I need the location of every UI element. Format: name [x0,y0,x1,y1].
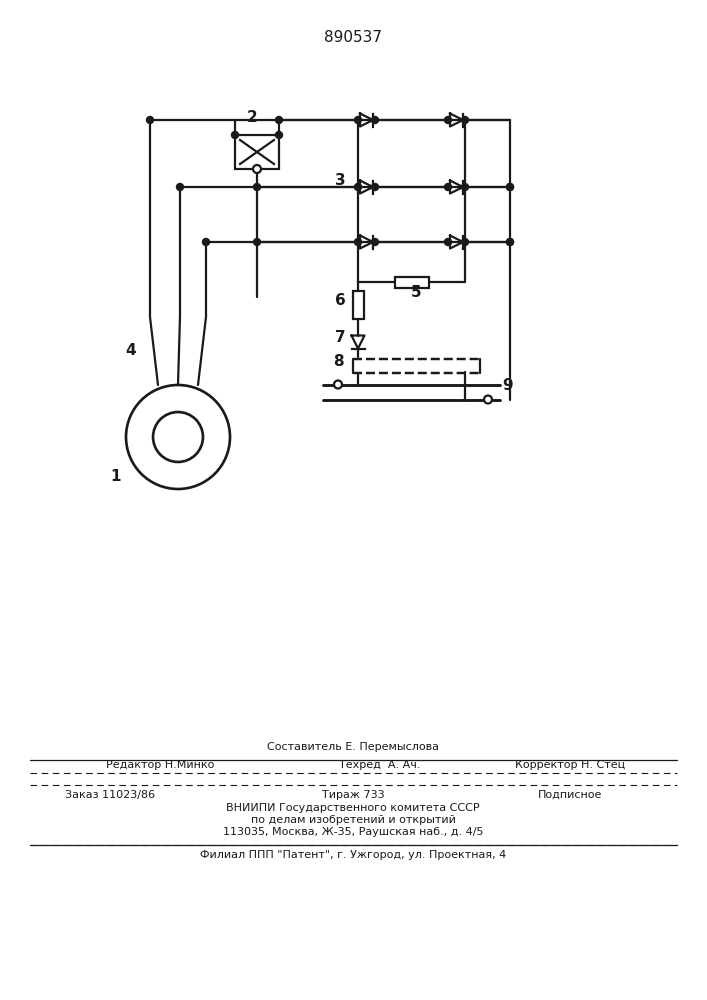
Circle shape [254,238,260,245]
Text: ВНИИПИ Государственного комитета СССР: ВНИИПИ Государственного комитета СССР [226,803,480,813]
Circle shape [371,238,378,245]
Text: 6: 6 [334,293,346,308]
Circle shape [254,184,260,190]
Circle shape [506,238,513,245]
Text: 3: 3 [334,173,345,188]
Text: Техред  А. Ач.: Техред А. Ач. [339,760,421,770]
Circle shape [354,238,361,245]
Text: 113035, Москва, Ж-35, Раушская наб., д. 4/5: 113035, Москва, Ж-35, Раушская наб., д. … [223,827,484,837]
Text: Корректор Н. Стец: Корректор Н. Стец [515,760,625,770]
Circle shape [276,116,283,123]
Circle shape [484,395,492,403]
Circle shape [371,184,378,190]
Circle shape [506,184,513,190]
Circle shape [354,184,361,190]
Text: Составитель Е. Перемыслова: Составитель Е. Перемыслова [267,742,439,752]
Text: 4: 4 [126,343,136,358]
Text: 1: 1 [111,469,121,484]
Circle shape [146,116,153,123]
Circle shape [334,380,342,388]
Bar [395,276,428,288]
Text: Подписное: Подписное [538,790,602,800]
Circle shape [253,165,261,173]
Circle shape [506,184,513,190]
Circle shape [231,131,238,138]
Circle shape [202,238,209,245]
Text: Редактор Н.Минко: Редактор Н.Минко [106,760,214,770]
Circle shape [177,184,184,190]
Circle shape [276,131,283,138]
Text: 9: 9 [503,377,513,392]
Text: 2: 2 [247,110,257,125]
Circle shape [462,184,469,190]
Text: по делам изобретений и открытий: по делам изобретений и открытий [250,815,455,825]
Circle shape [445,184,452,190]
Text: 7: 7 [334,330,345,345]
Circle shape [445,116,452,123]
Bar [353,291,363,319]
Circle shape [371,116,378,123]
Circle shape [506,238,513,245]
Text: Заказ 11023/86: Заказ 11023/86 [65,790,155,800]
Text: Филиал ППП "Патент", г. Ужгород, ул. Проектная, 4: Филиал ППП "Патент", г. Ужгород, ул. Про… [200,850,506,860]
Circle shape [462,116,469,123]
Text: 890537: 890537 [324,30,382,45]
Text: 8: 8 [333,354,344,368]
Text: 5: 5 [411,285,422,300]
Circle shape [462,238,469,245]
Text: Тираж 733: Тираж 733 [322,790,385,800]
Circle shape [445,238,452,245]
Circle shape [354,116,361,123]
Bar [235,135,279,169]
